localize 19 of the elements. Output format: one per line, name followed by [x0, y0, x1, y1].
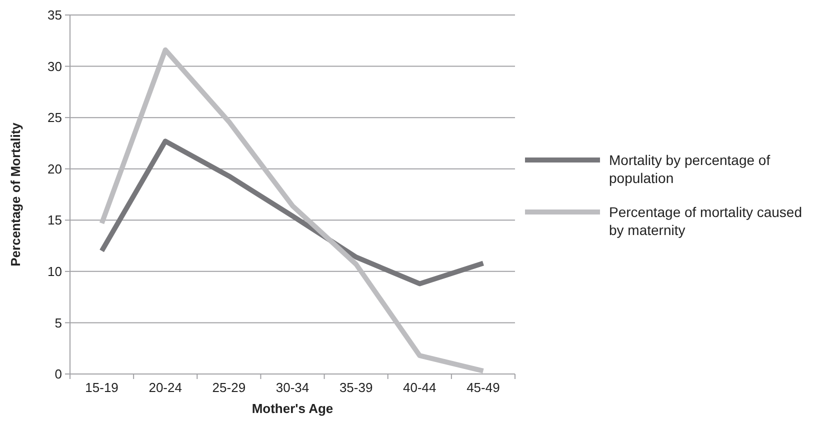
- x-tick-label: 30-34: [276, 380, 310, 395]
- x-tick-label: 25-29: [212, 380, 246, 395]
- text: Percentage of mortality caused by maternity: [609, 204, 802, 238]
- x-tick-label: 15-19: [85, 380, 118, 395]
- x-tick-label: 20-24: [148, 380, 182, 395]
- x-tick-label: 40-44: [403, 380, 436, 395]
- y-tick-label: 15: [48, 212, 62, 228]
- y-tick-label: 30: [48, 58, 62, 74]
- y-tick-label: 0: [54, 366, 62, 382]
- x-tick-label: 45-49: [466, 380, 500, 395]
- x-tick-label: 35-39: [339, 380, 373, 395]
- y-tick-label: 10: [48, 264, 62, 279]
- y-tick-label: 25: [48, 110, 62, 126]
- y-tick-label: 5: [54, 315, 62, 330]
- text: Mortality by percentage of population: [609, 152, 770, 186]
- x-axis-title: Mother's Age: [252, 401, 334, 416]
- y-tick-label: 35: [48, 8, 62, 23]
- y-axis-title: Percentage of Mortality: [8, 122, 23, 266]
- y-tick-label: 20: [48, 161, 62, 176]
